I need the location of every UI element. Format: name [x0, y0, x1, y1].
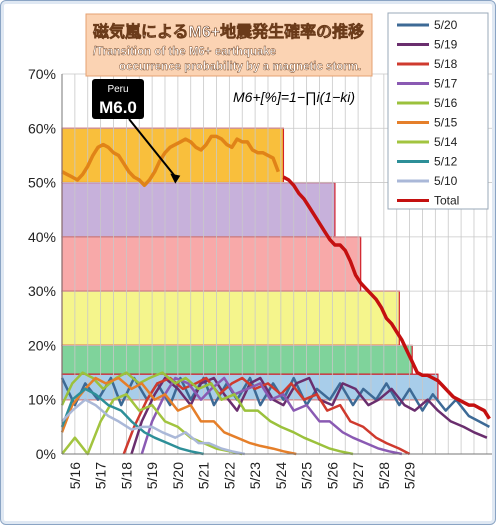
legend-label: Total: [434, 194, 459, 208]
y-tick-label: 10%: [28, 392, 56, 408]
band-3: [61, 290, 400, 347]
x-tick-label: 5/22: [221, 462, 237, 489]
legend-label: 5/10: [434, 174, 458, 188]
y-tick-label: 50%: [28, 175, 56, 191]
series-5-14: [61, 393, 243, 456]
series-5-12: [60, 387, 204, 456]
x-tick-label: 5/16: [67, 462, 83, 489]
chart-subtitle-line-1: /Transition of the M6+ earthquake: [93, 46, 276, 58]
series-lines: [60, 134, 491, 456]
legend-label: 5/20: [434, 18, 458, 32]
y-tick-label: 0%: [36, 446, 56, 462]
annotation-arrow: [128, 118, 177, 178]
series-5-10: [61, 398, 246, 456]
series-5-16: [60, 371, 354, 456]
x-tick-label: 5/26: [324, 462, 340, 489]
legend-label: 5/12: [434, 155, 458, 169]
x-tick-label: 5/17: [93, 462, 109, 489]
x-tick-label: 5/20: [170, 462, 186, 489]
peru-annotation: Peru M6.0: [92, 79, 181, 184]
series-5-17: [140, 376, 403, 456]
x-tick-label: 5/18: [118, 462, 134, 489]
x-tick-label: 5/21: [196, 462, 212, 489]
probability-bands: [61, 127, 439, 401]
series-total-early: [61, 134, 280, 188]
series-total-late: [282, 175, 491, 420]
x-tick-label: 5/24: [273, 462, 289, 489]
y-tick-label: 70%: [28, 66, 56, 82]
x-tick-label: 5/29: [402, 462, 418, 489]
annotation-magnitude: M6.0: [99, 98, 137, 117]
y-axis: 0% 10% 20% 30% 40% 50% 60% 70%: [28, 66, 63, 462]
x-tick-label: 5/27: [350, 462, 366, 489]
chart-subtitle-line-2: occurrence probability by a magnetic sto…: [119, 61, 361, 73]
x-axis: 5/16 5/17 5/18 5/19 5/20 5/21 5/22 5/23 5/24 5/25…: [62, 453, 492, 489]
legend-label: 5/16: [434, 96, 458, 110]
legend-label: 5/18: [434, 57, 458, 71]
y-tick-label: 60%: [28, 120, 56, 136]
chart-title: 磁気嵐によるM6+地震発生確率の推移: [93, 22, 364, 41]
series-5-15: [60, 376, 297, 456]
legend-label: 5/14: [434, 135, 458, 149]
legend-label: 5/17: [434, 77, 458, 91]
band-2: [61, 236, 362, 292]
x-tick-label: 5/25: [299, 462, 315, 489]
formula: M6+[%]=1−∏i(1−ki): [233, 89, 355, 105]
band-4: [61, 344, 413, 375]
chart-subtitle: /Transition of the M6+ earthquake occurr…: [93, 46, 361, 73]
title-box: 磁気嵐によるM6+地震発生確率の推移 /Transition of the M6…: [85, 13, 373, 77]
x-tick-label: 5/19: [144, 462, 160, 489]
legend-label: 5/15: [434, 116, 458, 130]
legend-label: 5/19: [434, 38, 458, 52]
y-tick-label: 40%: [28, 229, 56, 245]
x-tick-label: 5/28: [376, 462, 392, 489]
x-tick-label: 5/23: [247, 462, 263, 489]
y-tick-label: 30%: [28, 283, 56, 299]
annotation-arrow-head: [170, 173, 181, 184]
y-tick-label: 20%: [28, 337, 56, 353]
legend: 5/20 5/19 5/18 5/17 5/16 5/15 5/14 5/12 5/10 Tota…: [387, 12, 489, 210]
annotation-country: Peru: [107, 84, 128, 95]
